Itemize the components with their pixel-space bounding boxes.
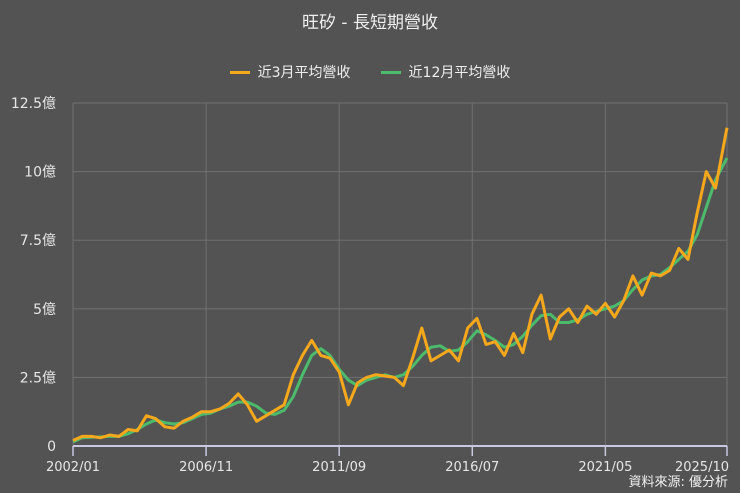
series-line-12m xyxy=(72,157,729,444)
legend-swatch-long-icon xyxy=(380,70,401,74)
legend-label-long: 近12月平均營收 xyxy=(408,65,511,81)
legend-swatch-short-icon xyxy=(229,70,250,74)
y-tick-label: 5億 xyxy=(33,302,56,318)
x-tick-label: 2021/05 xyxy=(578,460,632,475)
x-tick-label: 2025/10 xyxy=(675,460,729,475)
y-tick-label: 2.5億 xyxy=(20,370,56,386)
y-tick-label: 0 xyxy=(47,439,56,455)
gridlines xyxy=(72,102,728,446)
y-tick-label: 12.5億 xyxy=(11,96,56,112)
x-tick-label: 2006/11 xyxy=(179,460,233,475)
legend-item-short[interactable]: 近3月平均營收 xyxy=(229,62,351,82)
legend-label-short: 近3月平均營收 xyxy=(257,65,351,81)
y-tick-label: 10億 xyxy=(24,165,56,181)
x-tick-label: 2011/09 xyxy=(312,460,366,475)
y-axis-ticks: 0 2.5億 5億 7.5億 10億 12.5億 xyxy=(11,96,56,455)
legend: 近3月平均營收 近12月平均營收 xyxy=(0,62,740,82)
series-line-3m xyxy=(72,127,729,442)
x-axis-ticks: 2002/01 2006/11 2011/09 2016/07 2021/05 2025/… xyxy=(46,445,729,475)
y-tick-label: 7.5億 xyxy=(20,233,56,249)
x-tick-label: 2002/01 xyxy=(46,460,100,475)
x-tick-label: 2016/07 xyxy=(445,460,499,475)
chart-title: 旺矽 - 長短期營收 xyxy=(302,13,438,33)
legend-item-long[interactable]: 近12月平均營收 xyxy=(380,62,511,82)
data-source-label: 資料來源: 優分析 xyxy=(628,475,728,490)
